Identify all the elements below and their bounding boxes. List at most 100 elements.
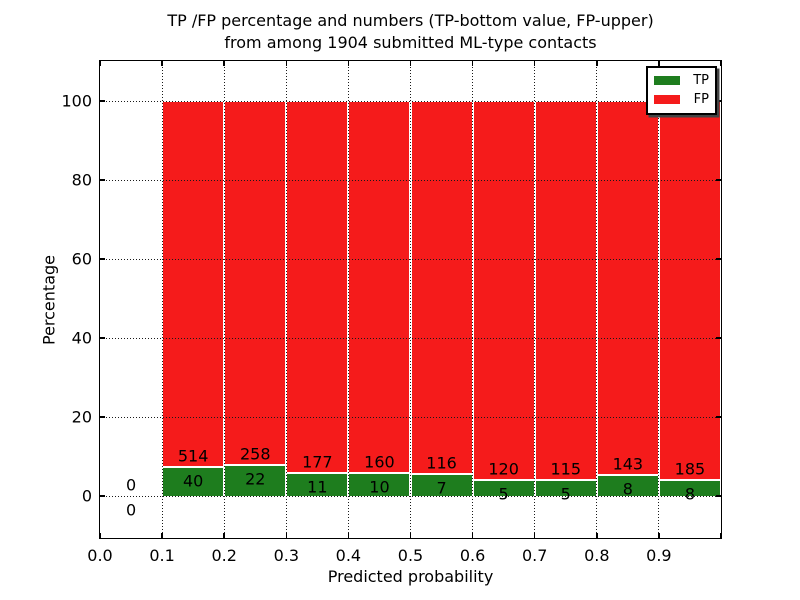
y-tick-mark	[100, 337, 105, 339]
y-tick-mark	[100, 495, 105, 497]
fp-count-label: 143	[612, 454, 644, 474]
fp-bar-segment	[224, 101, 287, 465]
y-tick-label: 0	[81, 486, 92, 506]
y-tick-label: 80	[71, 170, 92, 190]
fp-bar-segment	[410, 101, 473, 474]
y-tick-mark	[716, 416, 721, 418]
fp-count-label: 177	[302, 452, 333, 472]
fp-count-label: 120	[488, 459, 519, 479]
y-tick-mark	[716, 100, 721, 102]
y-tick-label: 60	[71, 249, 92, 269]
fp-count-label: 514	[177, 446, 209, 466]
legend-label: FP	[693, 92, 709, 107]
y-tick-mark	[716, 258, 721, 260]
x-tick-mark	[658, 533, 660, 538]
gridline-vertical	[534, 61, 536, 538]
fp-bar-segment	[596, 101, 659, 476]
x-tick-mark	[99, 533, 101, 538]
chart-title: TP /FP percentage and numbers (TP-bottom…	[100, 10, 721, 54]
x-tick-label: 0.7	[521, 546, 548, 565]
x-tick-mark	[99, 61, 101, 66]
x-tick-mark	[285, 533, 288, 538]
fp-count-label: 160	[364, 452, 395, 472]
y-tick-label: 40	[71, 328, 92, 348]
tp-count-label: 8	[622, 479, 633, 499]
x-tick-label: 0.0	[87, 546, 113, 565]
x-tick-label: 0.4	[335, 546, 362, 565]
fp-count-label: 116	[426, 453, 457, 473]
x-tick-label: 0.3	[273, 546, 300, 565]
legend-row: FP	[654, 90, 709, 109]
x-tick-mark	[409, 533, 412, 538]
gridline-vertical	[410, 61, 411, 538]
x-tick-label: 0.8	[584, 546, 610, 565]
tp-count-label: 5	[560, 484, 571, 504]
x-tick-label: 0.5	[397, 546, 424, 565]
legend-row: TP	[654, 71, 709, 90]
x-tick-label: 0.1	[149, 546, 175, 565]
fp-count-label: 115	[550, 459, 582, 479]
tp-bar-segment	[658, 479, 721, 496]
y-tick-mark	[716, 495, 721, 497]
gridline-vertical	[658, 61, 660, 538]
gridline-vertical	[161, 61, 163, 538]
y-tick-mark	[100, 416, 105, 418]
x-tick-mark	[596, 533, 598, 538]
y-tick-mark	[100, 258, 105, 260]
fp-bar-segment	[534, 101, 597, 480]
tp-bar-segment	[286, 472, 349, 496]
legend-swatch-tp	[654, 76, 680, 85]
fp-bar-segment	[162, 101, 225, 468]
fp-count-label: 258	[239, 444, 271, 464]
fp-bar-segment	[472, 101, 535, 481]
x-tick-mark	[161, 61, 163, 66]
x-tick-mark	[471, 533, 474, 538]
x-tick-mark	[409, 61, 412, 66]
tp-bar-segment	[224, 464, 287, 496]
x-tick-label: 0.6	[459, 546, 486, 565]
tp-bar-segment	[410, 473, 473, 496]
chart-title-line2: from among 1904 submitted ML-type contac…	[224, 33, 597, 52]
gridline-vertical	[596, 61, 598, 538]
x-tick-mark	[658, 61, 660, 66]
legend-label: TP	[693, 73, 709, 88]
x-tick-mark	[533, 61, 536, 66]
tp-count-label: 10	[369, 477, 390, 497]
tp-bar-segment	[472, 480, 535, 496]
fp-bar-segment	[658, 101, 721, 480]
tp-count-label: 11	[307, 477, 328, 497]
gridline-vertical	[285, 61, 287, 538]
fp-count-label: 185	[674, 459, 706, 479]
tp-count-label: 8	[684, 484, 696, 504]
y-tick-mark	[716, 179, 721, 181]
tp-count-label: 0	[125, 500, 137, 520]
y-tick-mark	[100, 179, 105, 181]
x-tick-mark	[471, 61, 474, 66]
tp-count-label: 7	[436, 478, 447, 498]
x-tick-label: 0.9	[646, 546, 672, 565]
y-tick-label: 20	[71, 407, 92, 427]
x-tick-mark	[720, 533, 722, 538]
plot-area: 0 0 514 40 258 22 177 11 160 10 116 7 120 5 115 5 143 8 18…	[99, 60, 722, 539]
x-tick-label: 0.2	[211, 546, 237, 565]
y-tick-label: 100	[61, 91, 92, 111]
legend: TP FP	[646, 66, 717, 115]
gridline-vertical	[472, 61, 474, 538]
legend-swatch-fp	[654, 95, 680, 104]
gridline-vertical	[347, 61, 349, 538]
x-tick-mark	[596, 61, 598, 66]
x-tick-mark	[720, 61, 722, 66]
tp-bar-segment	[162, 467, 225, 496]
y-tick-mark	[716, 337, 721, 339]
fp-bar-segment	[348, 101, 411, 473]
fp-count-label: 0	[125, 475, 137, 495]
x-tick-mark	[223, 61, 225, 66]
tp-bar-segment	[534, 479, 597, 496]
y-tick-mark	[100, 100, 105, 102]
chart-title-line1: TP /FP percentage and numbers (TP-bottom…	[167, 11, 654, 30]
x-tick-mark	[161, 533, 163, 538]
tp-count-label: 5	[498, 484, 509, 504]
x-tick-mark	[223, 533, 225, 538]
tp-count-label: 22	[245, 469, 266, 489]
